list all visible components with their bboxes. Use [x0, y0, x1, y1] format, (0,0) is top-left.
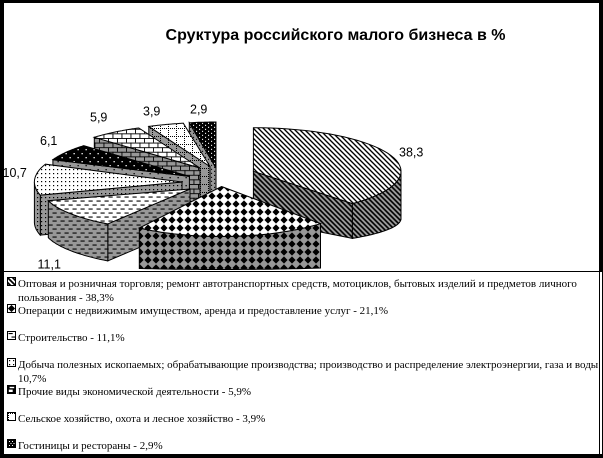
svg-text:11,1: 11,1 [38, 258, 61, 272]
svg-text:3,9: 3,9 [143, 105, 160, 119]
svg-text:10,7: 10,7 [3, 166, 27, 180]
svg-text:6,1: 6,1 [40, 134, 57, 148]
svg-text:2,9: 2,9 [190, 103, 207, 117]
svg-text:38,3: 38,3 [399, 146, 423, 160]
svg-text:5,9: 5,9 [90, 111, 107, 125]
